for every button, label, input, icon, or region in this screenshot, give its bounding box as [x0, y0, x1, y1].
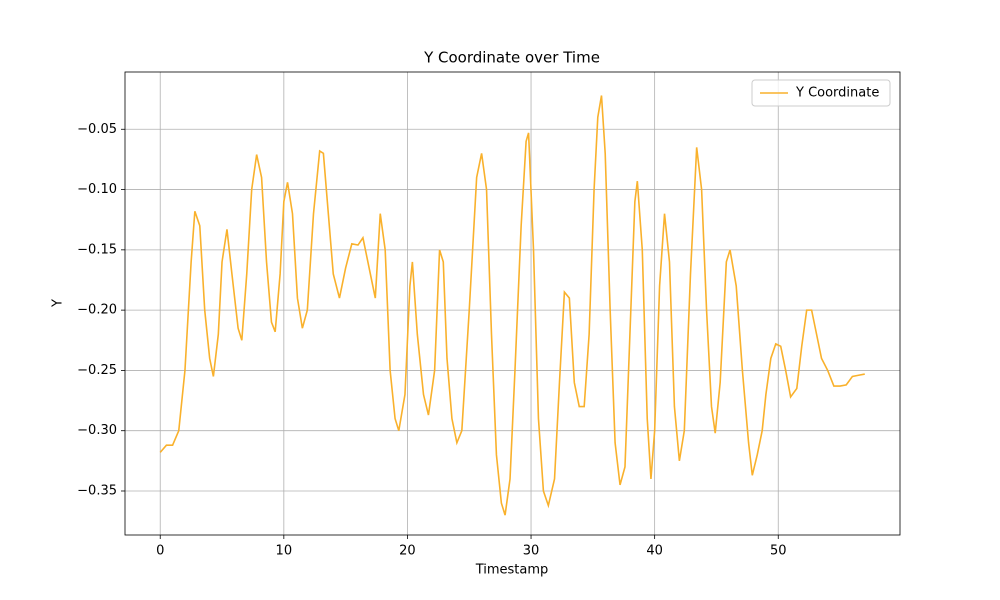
- legend-box: [751, 79, 891, 107]
- x-tick-label: 0: [156, 544, 164, 559]
- x-axis-label: Timestamp: [475, 563, 549, 578]
- y-tick-label: −0.10: [77, 182, 117, 197]
- y-tick-label: −0.25: [77, 363, 117, 378]
- chart-title: Y Coordinate over Time: [423, 49, 600, 67]
- y-tick-label: −0.20: [77, 303, 117, 318]
- x-tick-label: 10: [276, 544, 293, 559]
- y-tick-label: −0.30: [77, 423, 117, 438]
- legend-label: Y Coordinate: [795, 86, 879, 101]
- x-tick-label: 40: [646, 544, 663, 559]
- plot-frame: [124, 71, 901, 536]
- y-axis-label: Y: [51, 299, 66, 308]
- x-tick-label: 30: [523, 544, 540, 559]
- x-tick-label: 20: [399, 544, 416, 559]
- y-tick-label: −0.15: [77, 242, 117, 257]
- y-tick-label: −0.05: [77, 122, 117, 137]
- data-line: [159, 95, 865, 516]
- x-tick-label: 50: [770, 544, 787, 559]
- y-tick-label: −0.35: [77, 483, 117, 498]
